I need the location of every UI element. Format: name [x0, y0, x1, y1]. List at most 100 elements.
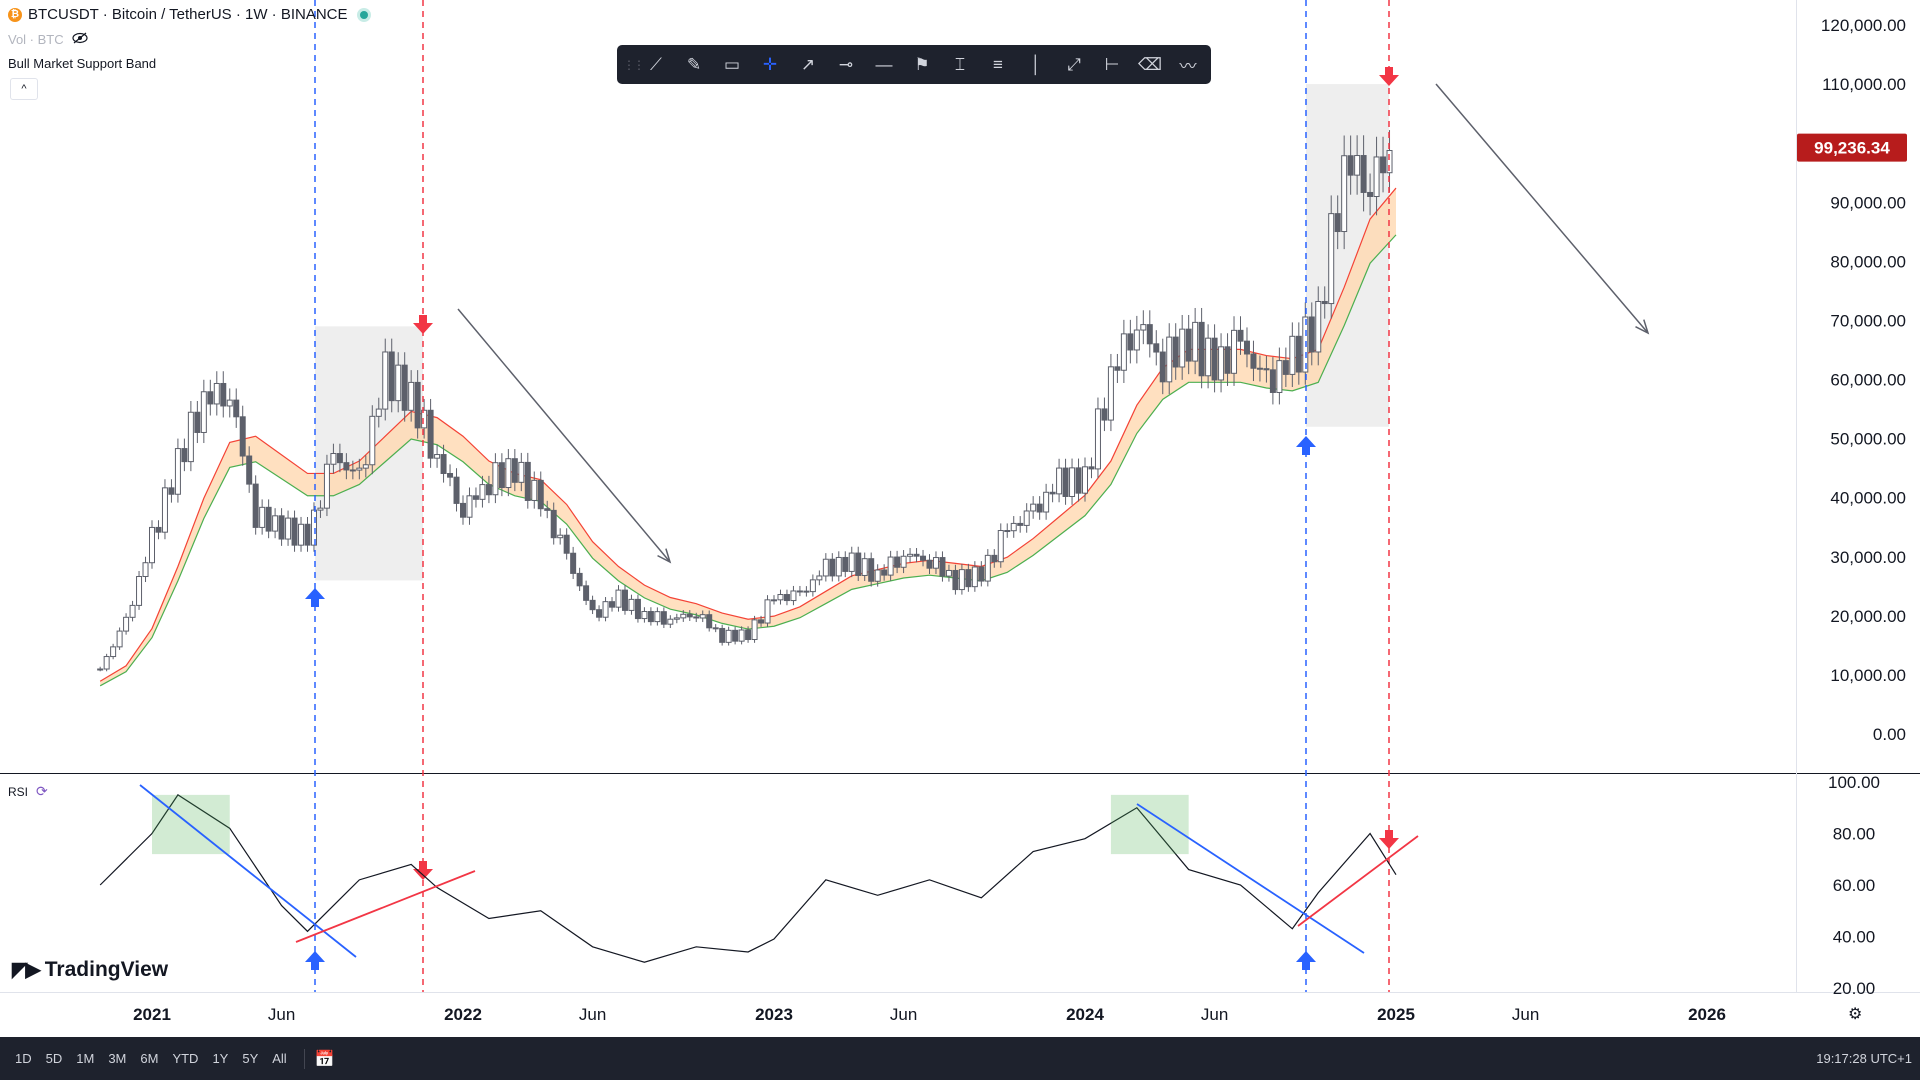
- range-1y[interactable]: 1Y: [212, 1051, 229, 1066]
- range-6m[interactable]: 6M: [140, 1051, 159, 1066]
- clock[interactable]: 19:17:28 UTC+1: [1816, 1051, 1912, 1066]
- range-1m[interactable]: 1M: [76, 1051, 95, 1066]
- candle: [226, 399, 233, 407]
- rsi-legend[interactable]: RSI ⟳: [8, 783, 48, 800]
- candle: [427, 409, 434, 459]
- path-icon[interactable]: 〰: [1179, 57, 1197, 76]
- candle: [142, 562, 149, 578]
- top-arrow-icon: [1379, 67, 1399, 86]
- eraser-icon[interactable]: ⌫: [1137, 54, 1163, 74]
- candle: [965, 569, 972, 588]
- range-ytd[interactable]: YTD: [172, 1051, 199, 1066]
- candle: [1017, 522, 1024, 526]
- rsi-label: RSI: [8, 784, 29, 799]
- candle: [259, 506, 266, 528]
- price-tick-label: 30,000.00: [1830, 548, 1906, 567]
- candle: [388, 351, 395, 402]
- candle: [1354, 155, 1361, 176]
- candle: [187, 411, 194, 463]
- candle: [932, 557, 939, 569]
- candle: [1315, 300, 1322, 353]
- volume-legend[interactable]: Vol · BTC: [8, 32, 88, 47]
- rectangle-icon[interactable]: ▭: [723, 54, 741, 74]
- candle: [596, 609, 603, 618]
- tradingview-mark-icon: ◤▶: [12, 959, 41, 981]
- candle: [660, 611, 667, 625]
- horizontal-ray-icon[interactable]: ⊸: [838, 54, 854, 74]
- candle: [1243, 340, 1250, 355]
- candle: [958, 569, 965, 591]
- tradingview-logo[interactable]: ◤▶ TradingView: [12, 957, 168, 982]
- rsi-tick-label: 40.00: [1833, 928, 1876, 947]
- candle: [900, 555, 907, 568]
- candle: [1380, 156, 1387, 174]
- candle: [1224, 346, 1231, 374]
- symbol-header[interactable]: ₿ BTCUSDT · Bitcoin / TetherUS · 1W · BI…: [8, 6, 368, 23]
- candle: [1347, 155, 1354, 176]
- candle: [816, 575, 823, 581]
- vertical-line-icon[interactable]: │: [1030, 54, 1042, 74]
- candle: [1276, 360, 1283, 393]
- candle: [1250, 353, 1257, 369]
- calendar-goto-icon[interactable]: 📅: [314, 1050, 335, 1068]
- range-all[interactable]: All: [272, 1051, 287, 1066]
- candle: [356, 467, 363, 471]
- candle: [1133, 329, 1140, 351]
- date-range-icon[interactable]: ⌶: [954, 54, 966, 74]
- candle: [1373, 156, 1380, 197]
- crosshair-icon[interactable]: ✛: [762, 54, 778, 74]
- candle: [570, 552, 577, 574]
- top-arrow-icon: [1379, 830, 1399, 849]
- range-1d[interactable]: 1D: [15, 1051, 32, 1066]
- indicator-legend[interactable]: Bull Market Support Band: [8, 56, 157, 71]
- candle: [783, 594, 790, 602]
- extended-line-icon[interactable]: ⤢: [1067, 54, 1081, 74]
- projection-arrow-head: [657, 548, 672, 564]
- candle: [790, 590, 797, 602]
- candle: [609, 601, 616, 608]
- candle: [1004, 530, 1011, 533]
- candle: [485, 484, 492, 496]
- hidden-eye-icon[interactable]: [72, 32, 88, 47]
- bottom-arrow-icon: [305, 588, 325, 607]
- projection-arrow: [1435, 83, 1649, 334]
- ray-icon[interactable]: ↗: [800, 54, 816, 74]
- candle: [1023, 510, 1030, 526]
- candle: [945, 569, 952, 577]
- candle: [822, 558, 829, 577]
- trend-line-icon[interactable]: ⟋: [650, 54, 662, 74]
- support-band-fill: [100, 188, 1397, 686]
- range-5d[interactable]: 5D: [45, 1051, 63, 1066]
- candle: [1211, 337, 1218, 381]
- axis-settings-icon[interactable]: ⚙: [1848, 1006, 1863, 1023]
- horizontal-line-icon[interactable]: —: [875, 54, 893, 74]
- range-3m[interactable]: 3M: [108, 1051, 127, 1066]
- candle: [1269, 369, 1276, 393]
- candle: [686, 613, 693, 618]
- time-tick-label: Jun: [1512, 1005, 1539, 1024]
- candle: [673, 617, 680, 620]
- candle: [848, 552, 855, 572]
- brush-icon[interactable]: ✎: [686, 54, 702, 74]
- candle: [1295, 335, 1302, 373]
- candle: [589, 599, 596, 611]
- text-lines-icon[interactable]: ≡: [993, 54, 1003, 74]
- candle: [343, 462, 350, 471]
- range-5y[interactable]: 5Y: [242, 1051, 259, 1066]
- candle: [362, 464, 369, 469]
- candle: [1049, 491, 1056, 495]
- measure-icon[interactable]: ⊢: [1104, 54, 1120, 74]
- price-tick-label: 10,000.00: [1830, 666, 1906, 685]
- collapse-legend-button[interactable]: ^: [10, 78, 38, 100]
- price-tick-label: 80,000.00: [1830, 252, 1906, 271]
- candle: [654, 611, 661, 623]
- candle: [544, 508, 551, 511]
- drag-handle-icon[interactable]: ⋮⋮: [623, 57, 645, 72]
- candle: [479, 484, 486, 500]
- candle: [952, 569, 959, 591]
- candle: [1075, 467, 1082, 494]
- last-price-badge[interactable]: [1797, 133, 1907, 162]
- flag-icon[interactable]: ⚑: [914, 54, 930, 74]
- candle: [1328, 213, 1335, 305]
